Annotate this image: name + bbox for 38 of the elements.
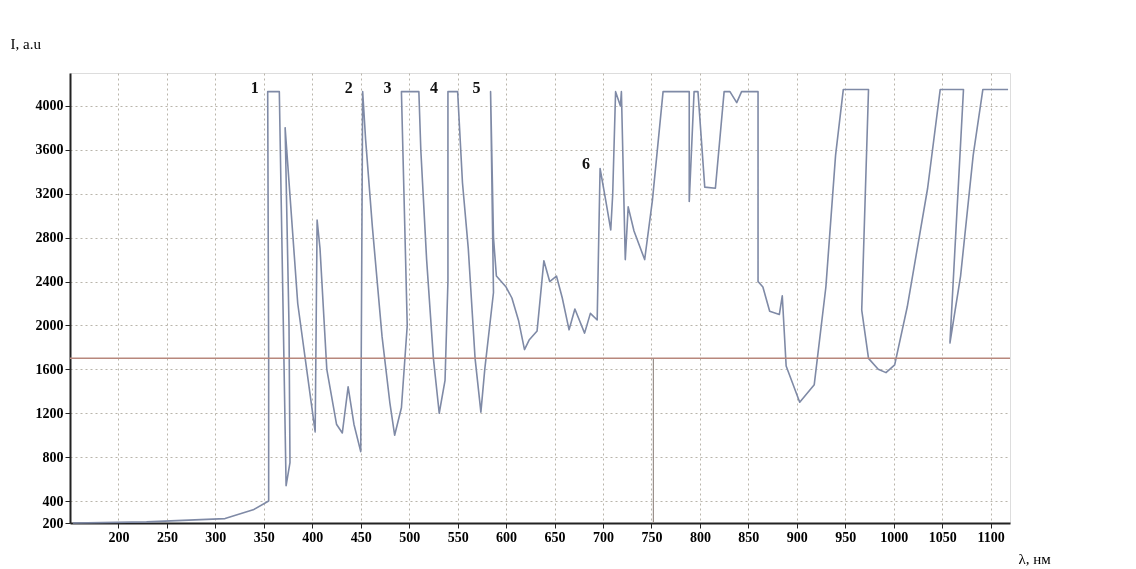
x-tick-label: 750: [641, 529, 663, 545]
y-tick-label: 200: [42, 515, 64, 531]
y-tick-label: 3600: [35, 142, 64, 158]
x-tick-label: 800: [689, 529, 711, 545]
annotation: 2: [344, 78, 353, 96]
x-tick-label: 550: [447, 529, 469, 545]
annotation: 5: [472, 78, 481, 96]
x-tick-label: 950: [835, 529, 857, 545]
x-tick-label: 500: [399, 529, 421, 545]
y-tick-label: 400: [42, 493, 64, 509]
x-tick-label: 200: [108, 529, 130, 545]
x-tick-label: 700: [592, 529, 614, 545]
y-tick-label: 800: [42, 449, 64, 465]
annotation: 3: [383, 78, 392, 96]
x-axis-title: λ, нм: [1018, 550, 1052, 567]
x-tick-label: 600: [496, 529, 518, 545]
y-axis-title: I, a.u: [10, 35, 42, 52]
y-tick-label: 2800: [35, 230, 64, 246]
y-tick-label: 2000: [35, 317, 64, 333]
annotation: 6: [582, 155, 591, 173]
annotation: 4: [429, 78, 438, 96]
y-tick-label: 1200: [35, 405, 64, 421]
y-tick-label: 2400: [35, 274, 64, 290]
x-tick-label: 900: [786, 529, 808, 545]
y-tick-label: 3200: [35, 186, 64, 202]
x-tick-label: 250: [156, 529, 178, 545]
x-tick-label: 1100: [977, 529, 1005, 545]
y-tick-label: 4000: [35, 98, 64, 114]
annotation: 1: [250, 78, 259, 96]
x-tick-label: 350: [253, 529, 275, 545]
x-tick-label: 650: [544, 529, 566, 545]
x-tick-label: 450: [350, 529, 372, 545]
x-tick-label: 1050: [928, 529, 957, 545]
x-tick-label: 400: [302, 529, 324, 545]
x-tick-label: 850: [738, 529, 760, 545]
x-tick-label: 1000: [880, 529, 909, 545]
x-tick-label: 300: [205, 529, 227, 545]
y-tick-label: 1600: [35, 361, 64, 377]
